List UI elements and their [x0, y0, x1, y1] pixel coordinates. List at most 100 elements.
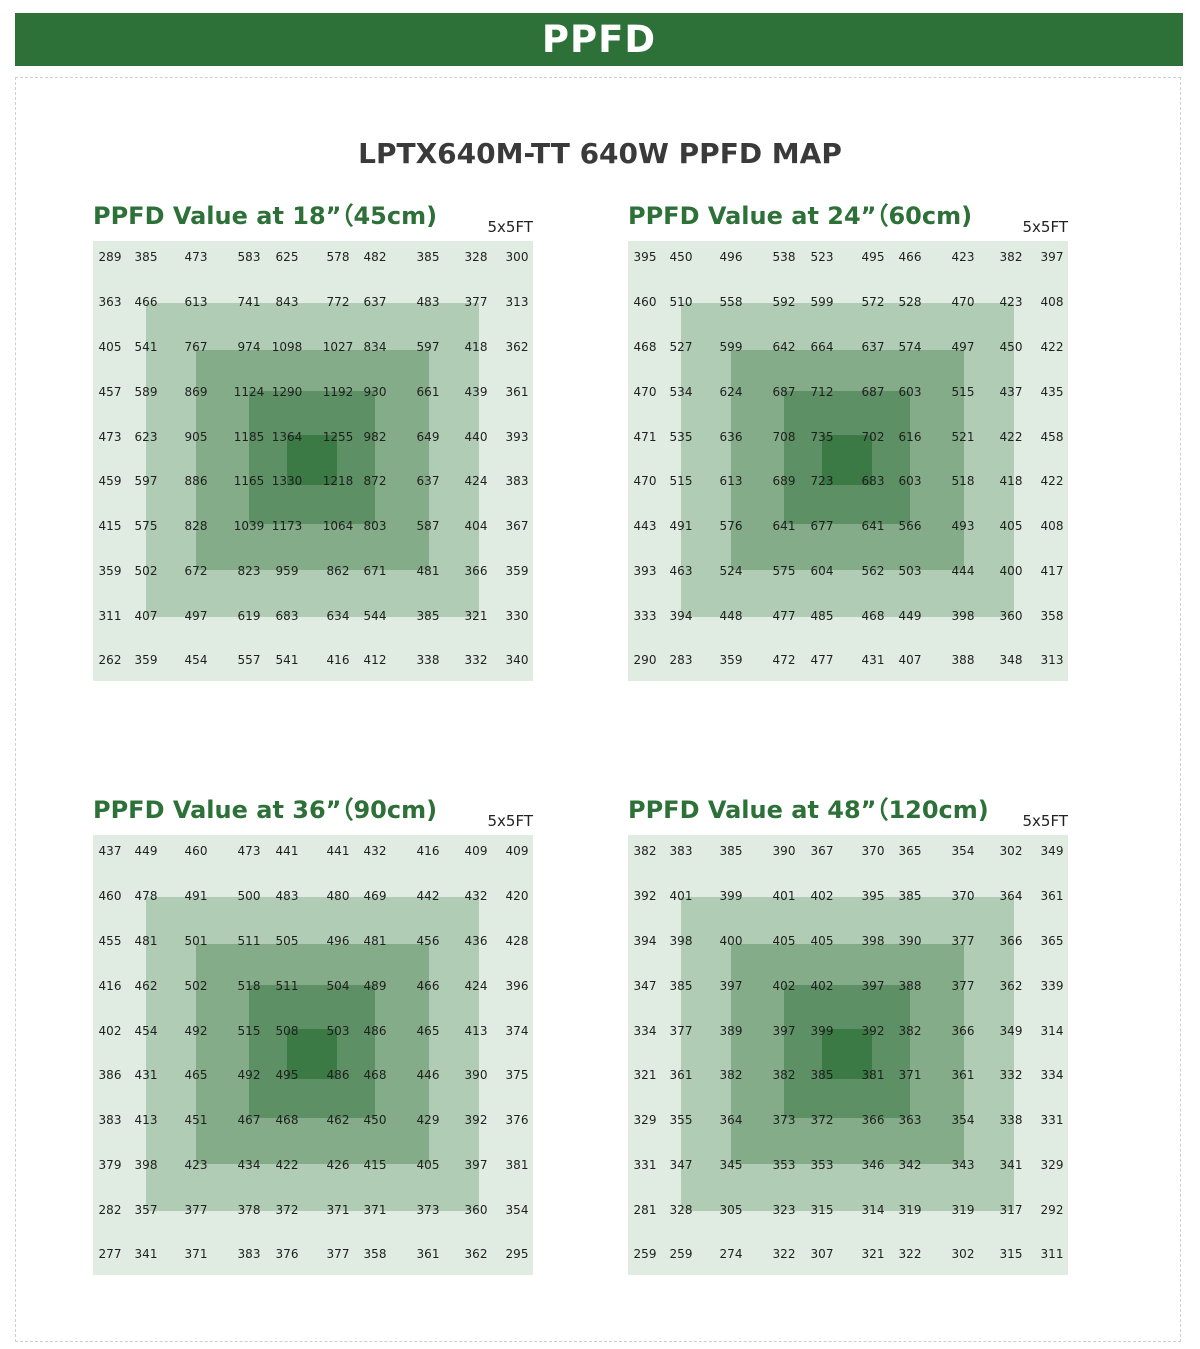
ppfd-heatmap-grid: 395 450 496 538 523 495 466 423 382 397 460 510 558 5…	[628, 241, 1068, 681]
ppfd-value-cell: 518	[237, 979, 261, 993]
ppfd-value-cell: 313	[1040, 653, 1064, 667]
ppfd-value-cell: 366	[999, 934, 1023, 948]
ppfd-value-cell: 735	[810, 430, 834, 444]
ppfd-value-cell: 1165	[233, 474, 265, 488]
ppfd-value-cell: 371	[326, 1203, 350, 1217]
ppfd-zone-4	[287, 435, 337, 485]
ppfd-value-cell: 481	[363, 934, 387, 948]
panel-title: PPFD Value at 24”（60cm)	[628, 202, 973, 230]
ppfd-heatmap-grid: 289 385 473 583 625 578 482 385 328 300 363 466 613 7…	[93, 241, 533, 681]
ppfd-value-cell: 370	[861, 844, 885, 858]
ppfd-value-cell: 723	[810, 474, 834, 488]
ppfd-value-cell: 465	[416, 1024, 440, 1038]
ppfd-value-cell: 375	[505, 1068, 529, 1082]
ppfd-value-cell: 496	[719, 250, 743, 264]
ppfd-value-cell: 583	[237, 250, 261, 264]
ppfd-value-cell: 393	[505, 430, 529, 444]
ppfd-value-cell: 515	[951, 385, 975, 399]
ppfd-value-cell: 482	[363, 250, 387, 264]
ppfd-value-cell: 803	[363, 519, 387, 533]
ppfd-value-cell: 449	[134, 844, 158, 858]
ppfd-value-cell: 671	[363, 564, 387, 578]
ppfd-value-cell: 441	[326, 844, 350, 858]
ppfd-value-cell: 354	[951, 1113, 975, 1127]
ppfd-value-cell: 538	[772, 250, 796, 264]
ppfd-value-cell: 767	[184, 340, 208, 354]
ppfd-value-cell: 329	[633, 1113, 657, 1127]
ppfd-value-cell: 366	[951, 1024, 975, 1038]
ppfd-value-cell: 477	[810, 653, 834, 667]
ppfd-value-cell: 432	[464, 889, 488, 903]
ppfd-value-cell: 393	[633, 564, 657, 578]
ppfd-value-cell: 371	[184, 1247, 208, 1261]
ppfd-value-cell: 426	[326, 1158, 350, 1172]
ppfd-value-cell: 510	[669, 295, 693, 309]
ppfd-value-cell: 361	[951, 1068, 975, 1082]
ppfd-value-cell: 558	[719, 295, 743, 309]
ppfd-value-cell: 661	[416, 385, 440, 399]
ppfd-value-cell: 343	[951, 1158, 975, 1172]
ppfd-value-cell: 397	[1040, 250, 1064, 264]
ppfd-value-cell: 402	[810, 889, 834, 903]
ppfd-value-cell: 930	[363, 385, 387, 399]
ppfd-value-cell: 408	[1040, 519, 1064, 533]
ppfd-value-cell: 511	[237, 934, 261, 948]
ppfd-value-cell: 361	[1040, 889, 1064, 903]
ppfd-value-cell: 511	[275, 979, 299, 993]
ppfd-value-cell: 340	[505, 653, 529, 667]
ppfd-value-cell: 834	[363, 340, 387, 354]
ppfd-value-cell: 331	[1040, 1113, 1064, 1127]
ppfd-value-cell: 423	[999, 295, 1023, 309]
ppfd-value-cell: 448	[719, 609, 743, 623]
ppfd-value-cell: 409	[464, 844, 488, 858]
ppfd-value-cell: 477	[772, 609, 796, 623]
ppfd-value-cell: 300	[505, 250, 529, 264]
ppfd-value-cell: 905	[184, 430, 208, 444]
ppfd-value-cell: 377	[951, 934, 975, 948]
ppfd-value-cell: 460	[184, 844, 208, 858]
ppfd-value-cell: 274	[719, 1247, 743, 1261]
ppfd-value-cell: 1185	[233, 430, 265, 444]
ppfd-value-cell: 376	[275, 1247, 299, 1261]
ppfd-value-cell: 377	[326, 1247, 350, 1261]
ppfd-value-cell: 741	[237, 295, 261, 309]
ppfd-value-cell: 311	[98, 609, 122, 623]
ppfd-value-cell: 359	[505, 564, 529, 578]
ppfd-value-cell: 466	[416, 979, 440, 993]
ppfd-value-cell: 328	[669, 1203, 693, 1217]
ppfd-value-cell: 501	[184, 934, 208, 948]
ppfd-value-cell: 450	[999, 340, 1023, 354]
ppfd-value-cell: 575	[772, 564, 796, 578]
ppfd-value-cell: 383	[669, 844, 693, 858]
ppfd-value-cell: 1098	[271, 340, 303, 354]
ppfd-value-cell: 557	[237, 653, 261, 667]
content-frame	[15, 77, 1181, 1342]
ppfd-value-cell: 366	[464, 564, 488, 578]
ppfd-value-cell: 634	[326, 609, 350, 623]
ppfd-value-cell: 397	[772, 1024, 796, 1038]
ppfd-value-cell: 332	[999, 1068, 1023, 1082]
ppfd-value-cell: 587	[416, 519, 440, 533]
ppfd-value-cell: 347	[633, 979, 657, 993]
ppfd-value-cell: 413	[134, 1113, 158, 1127]
ppfd-heatmap-grid: 437 449 460 473 441 441 432 416 409 409 460 478 491 5…	[93, 835, 533, 1275]
ppfd-value-cell: 624	[719, 385, 743, 399]
ppfd-value-cell: 491	[669, 519, 693, 533]
ppfd-value-cell: 422	[999, 430, 1023, 444]
ppfd-value-cell: 566	[898, 519, 922, 533]
ppfd-value-cell: 1290	[271, 385, 303, 399]
ppfd-value-cell: 385	[416, 609, 440, 623]
page-title: LPTX640M-TT 640W PPFD MAP	[358, 137, 842, 170]
ppfd-value-cell: 259	[633, 1247, 657, 1261]
ppfd-value-cell: 386	[98, 1068, 122, 1082]
ppfd-value-cell: 472	[772, 653, 796, 667]
ppfd-value-cell: 395	[633, 250, 657, 264]
ppfd-value-cell: 502	[134, 564, 158, 578]
ppfd-value-cell: 504	[326, 979, 350, 993]
ppfd-value-cell: 315	[999, 1247, 1023, 1261]
ppfd-value-cell: 503	[326, 1024, 350, 1038]
ppfd-value-cell: 486	[363, 1024, 387, 1038]
ppfd-value-cell: 772	[326, 295, 350, 309]
ppfd-value-cell: 314	[861, 1203, 885, 1217]
ppfd-value-cell: 396	[505, 979, 529, 993]
